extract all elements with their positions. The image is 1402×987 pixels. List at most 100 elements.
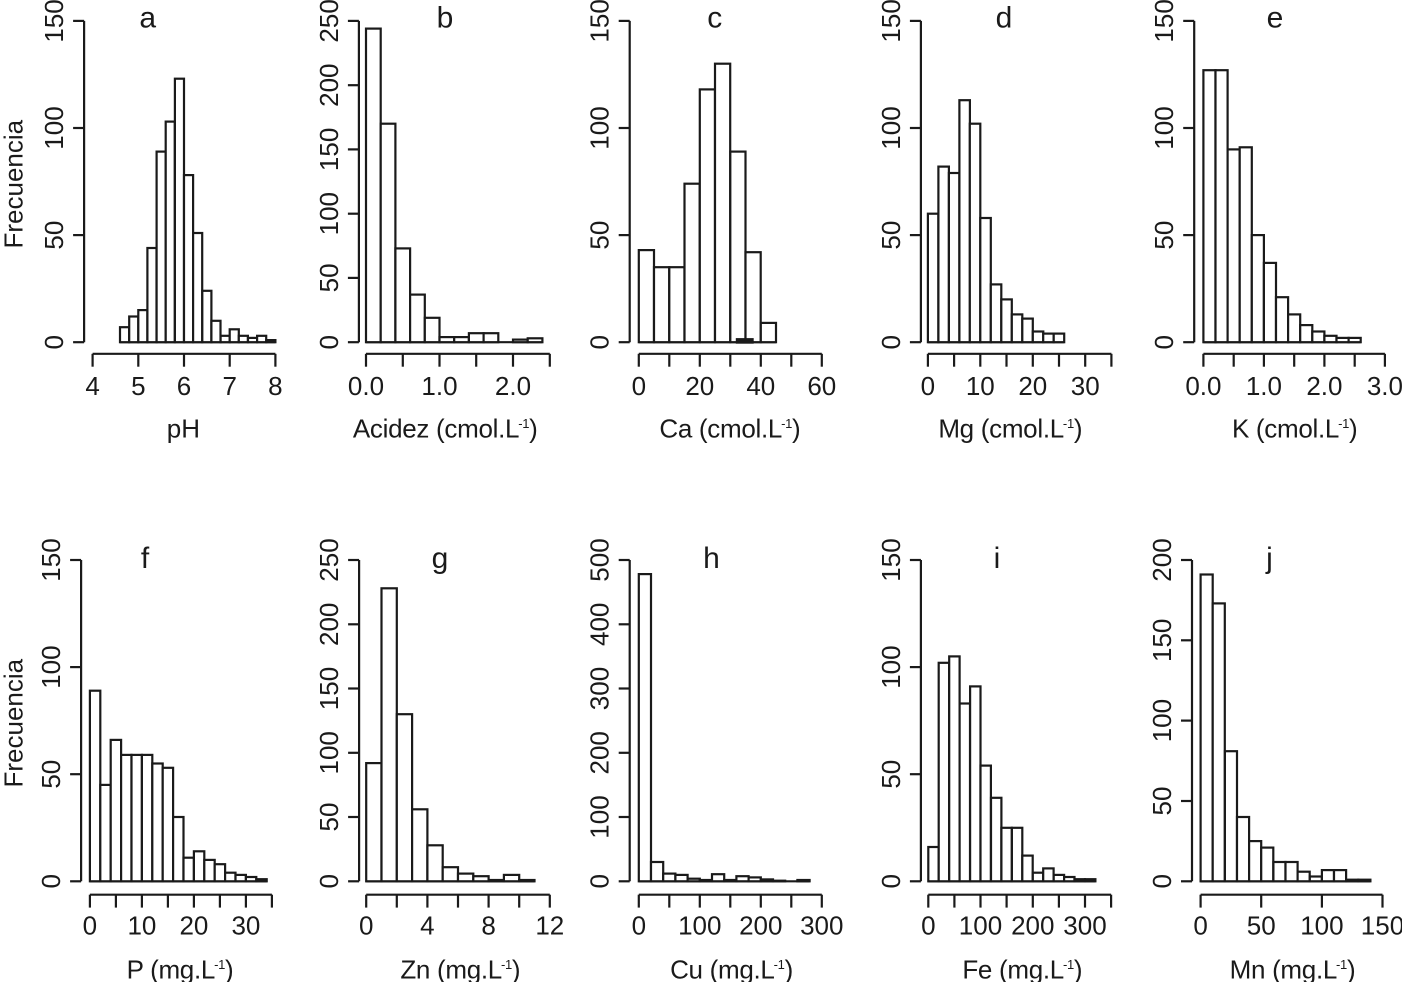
- svg-text:i: i: [994, 542, 1001, 575]
- svg-text:200: 200: [314, 603, 344, 646]
- svg-text:0: 0: [876, 335, 906, 349]
- svg-text:2.0: 2.0: [1306, 371, 1342, 401]
- svg-text:0: 0: [39, 335, 69, 349]
- svg-text:250: 250: [314, 538, 344, 581]
- svg-text:0.0: 0.0: [1185, 371, 1221, 401]
- svg-text:c: c: [707, 2, 722, 35]
- svg-text:150: 150: [36, 538, 66, 581]
- svg-text:5: 5: [131, 371, 145, 401]
- svg-text:200: 200: [739, 911, 782, 941]
- svg-text:0: 0: [359, 911, 373, 941]
- svg-text:g: g: [432, 542, 449, 575]
- svg-text:50: 50: [876, 760, 906, 789]
- svg-text:0: 0: [876, 874, 906, 888]
- svg-text:3.0: 3.0: [1367, 371, 1402, 401]
- svg-text:30: 30: [1071, 371, 1100, 401]
- svg-text:100: 100: [1149, 106, 1179, 149]
- svg-text:10: 10: [127, 911, 156, 941]
- svg-text:0: 0: [1193, 911, 1207, 941]
- svg-text:8: 8: [481, 911, 495, 941]
- svg-text:100: 100: [959, 911, 1002, 941]
- svg-text:100: 100: [39, 106, 69, 149]
- svg-text:100: 100: [585, 106, 615, 149]
- svg-text:b: b: [437, 2, 454, 35]
- svg-text:20: 20: [179, 911, 208, 941]
- svg-text:0: 0: [921, 371, 935, 401]
- svg-text:0: 0: [1147, 874, 1177, 888]
- svg-text:150: 150: [1361, 911, 1402, 941]
- svg-text:8: 8: [268, 371, 282, 401]
- svg-text:a: a: [139, 2, 156, 35]
- svg-text:4: 4: [420, 911, 434, 941]
- svg-text:200: 200: [585, 731, 615, 774]
- svg-text:400: 400: [585, 603, 615, 646]
- svg-text:20: 20: [1018, 371, 1047, 401]
- svg-text:f: f: [141, 542, 150, 575]
- svg-text:0: 0: [83, 911, 97, 941]
- svg-text:50: 50: [36, 760, 66, 789]
- svg-text:K (cmol.L-1): K (cmol.L-1): [1232, 413, 1357, 443]
- svg-text:0: 0: [632, 371, 646, 401]
- svg-text:150: 150: [39, 0, 69, 43]
- svg-text:100: 100: [1300, 911, 1343, 941]
- svg-text:0: 0: [314, 874, 344, 888]
- svg-text:100: 100: [314, 192, 344, 235]
- svg-text:50: 50: [1149, 221, 1179, 250]
- svg-text:50: 50: [39, 221, 69, 250]
- svg-text:50: 50: [876, 221, 906, 250]
- svg-text:200: 200: [1147, 538, 1177, 581]
- svg-text:Mg (cmol.L-1): Mg (cmol.L-1): [938, 413, 1082, 443]
- svg-text:100: 100: [36, 645, 66, 688]
- svg-text:150: 150: [1147, 619, 1177, 662]
- svg-text:1.0: 1.0: [421, 371, 457, 401]
- svg-text:Fe (mg.L-1): Fe (mg.L-1): [962, 955, 1082, 983]
- svg-text:0: 0: [632, 911, 646, 941]
- svg-text:12: 12: [535, 911, 564, 941]
- svg-text:0: 0: [36, 874, 66, 888]
- svg-text:150: 150: [876, 538, 906, 581]
- svg-text:0: 0: [1149, 335, 1179, 349]
- svg-text:j: j: [1265, 542, 1273, 575]
- svg-text:50: 50: [585, 221, 615, 250]
- svg-text:40: 40: [746, 371, 775, 401]
- svg-text:200: 200: [314, 64, 344, 107]
- svg-text:50: 50: [314, 263, 344, 292]
- svg-text:60: 60: [807, 371, 836, 401]
- svg-text:0: 0: [585, 874, 615, 888]
- svg-text:Ca (cmol.L-1): Ca (cmol.L-1): [659, 413, 800, 443]
- svg-text:10: 10: [966, 371, 995, 401]
- svg-text:0: 0: [314, 335, 344, 349]
- svg-text:0.0: 0.0: [348, 371, 384, 401]
- svg-text:2.0: 2.0: [495, 371, 531, 401]
- svg-text:150: 150: [585, 0, 615, 43]
- svg-text:150: 150: [876, 0, 906, 43]
- svg-text:20: 20: [685, 371, 714, 401]
- svg-text:4: 4: [85, 371, 99, 401]
- svg-text:250: 250: [314, 0, 344, 43]
- svg-text:150: 150: [314, 128, 344, 171]
- svg-text:100: 100: [1147, 699, 1177, 742]
- svg-text:Cu (mg.L-1): Cu (mg.L-1): [670, 955, 793, 983]
- svg-text:Acidez (cmol.L-1): Acidez (cmol.L-1): [353, 413, 538, 443]
- svg-text:6: 6: [177, 371, 191, 401]
- svg-text:100: 100: [678, 911, 721, 941]
- svg-text:50: 50: [1147, 787, 1177, 816]
- svg-text:0: 0: [921, 911, 935, 941]
- svg-text:100: 100: [585, 795, 615, 838]
- svg-text:Mn (mg.L-1): Mn (mg.L-1): [1230, 955, 1356, 983]
- svg-text:Frecuencia: Frecuencia: [0, 119, 29, 248]
- svg-text:100: 100: [876, 106, 906, 149]
- svg-text:pH: pH: [167, 413, 200, 443]
- svg-text:Zn (mg.L-1): Zn (mg.L-1): [400, 955, 520, 983]
- svg-text:100: 100: [314, 731, 344, 774]
- svg-text:100: 100: [876, 645, 906, 688]
- svg-text:150: 150: [1149, 0, 1179, 43]
- svg-text:30: 30: [231, 911, 260, 941]
- svg-text:300: 300: [1063, 911, 1106, 941]
- svg-text:200: 200: [1011, 911, 1054, 941]
- svg-text:d: d: [996, 2, 1013, 35]
- svg-text:Frecuencia: Frecuencia: [0, 658, 29, 787]
- svg-text:50: 50: [314, 803, 344, 832]
- svg-text:h: h: [703, 542, 720, 575]
- svg-text:7: 7: [222, 371, 236, 401]
